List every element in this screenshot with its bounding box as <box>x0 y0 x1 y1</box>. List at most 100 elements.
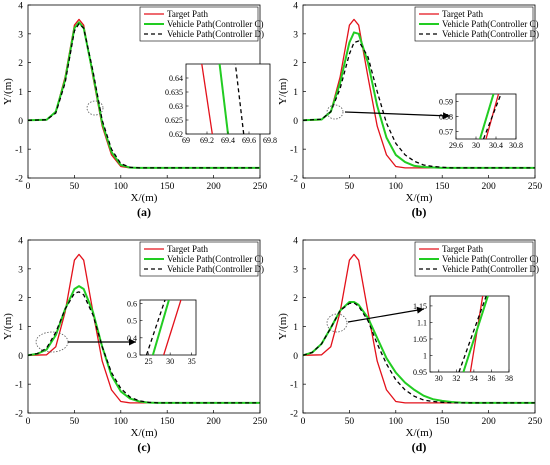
y-tick-label: 1 <box>18 323 23 333</box>
y-tick-label: -2 <box>290 175 298 185</box>
y-tick-label: 1 <box>293 323 298 333</box>
inset-series-line-controller-c <box>218 64 229 134</box>
legend-label: Vehicle Path(Controller D) <box>167 264 264 274</box>
inset-y-tick-label: 0.58 <box>439 113 453 122</box>
inset-x-tick-label: 32 <box>452 374 460 383</box>
series-line-controller-d <box>27 291 260 404</box>
legend-label: Vehicle Path(Controller D) <box>442 264 539 274</box>
x-tick-label: 250 <box>528 182 543 192</box>
inset-y-tick-label: 0.64 <box>169 74 183 83</box>
zoom-arrow <box>347 308 425 323</box>
inset-y-tick-label: 0.635 <box>165 88 183 97</box>
y-axis-label: Y/(m) <box>2 313 14 340</box>
zoom-inset: 29.6 30 30.4 30.8 0.57 0.58 0.59 <box>439 93 523 150</box>
series-line-controller-d <box>27 23 260 169</box>
y-tick-label: -1 <box>290 146 298 156</box>
x-axis-label: X/(m) <box>131 427 158 439</box>
y-tick-label: -1 <box>15 381 23 391</box>
y-tick-label: 1 <box>18 88 23 98</box>
inset-series-line-controller-d <box>145 300 166 355</box>
x-tick-label: 100 <box>389 417 404 427</box>
inset-series-line-target <box>201 64 213 134</box>
x-axis-label: X/(m) <box>406 192 433 204</box>
y-tick-label: -1 <box>290 381 298 391</box>
inset-y-tick-label: 0.57 <box>439 128 453 137</box>
inset-y-tick-label: 0.625 <box>165 116 183 125</box>
series-line-target <box>302 253 535 404</box>
panel-caption: (d) <box>412 440 427 454</box>
x-tick-label: 200 <box>206 182 221 192</box>
x-tick-label: 0 <box>26 417 31 427</box>
zoom-region-marker <box>326 104 344 120</box>
x-tick-label: 150 <box>160 182 175 192</box>
x-tick-label: 100 <box>114 417 129 427</box>
x-axis-label: X/(m) <box>131 192 158 204</box>
inset-y-tick-label: 0.59 <box>439 98 453 107</box>
zoom-arrow-head <box>442 112 450 120</box>
legend-label: Target Path <box>167 9 208 19</box>
inset-series-line-controller-c <box>479 94 495 139</box>
inset-x-tick-label: 25 <box>145 357 153 366</box>
y-tick-label: 2 <box>293 294 298 304</box>
inset-series-line-controller-c <box>462 296 489 372</box>
inset-x-tick-label: 36 <box>487 374 495 383</box>
y-tick-label: 4 <box>293 237 298 247</box>
inset-y-tick-label: 1 <box>423 351 427 360</box>
chart-panel-c: 0 50 100 150 200 250 -2 -1 0 1 2 3 4 X/(m) Y/(m) (c) Tar… <box>2 237 267 455</box>
x-tick-label: 200 <box>206 417 221 427</box>
inset-plot-area <box>139 299 197 356</box>
inset-y-tick-label: 0.3 <box>127 351 137 360</box>
inset-series-line-controller-d <box>234 64 245 134</box>
x-tick-label: 150 <box>435 417 450 427</box>
x-tick-label: 0 <box>301 182 306 192</box>
panel-caption: (a) <box>137 205 151 219</box>
inset-x-tick-label: 69.6 <box>242 136 256 145</box>
legend-label: Vehicle Path(Controller D) <box>167 29 264 39</box>
y-tick-label: 0 <box>18 117 23 127</box>
inset-series-line-controller-c <box>151 300 170 355</box>
y-tick-label: 2 <box>18 294 23 304</box>
y-tick-label: 1 <box>293 88 298 98</box>
inset-x-tick-label: 38 <box>505 374 513 383</box>
legend-label: Vehicle Path(Controller C) <box>442 254 538 264</box>
legend-label: Vehicle Path(Controller C) <box>167 254 263 264</box>
zoom-inset: 30 32 34 36 38 0.95 1 1.05 1.1 1.15 <box>413 295 513 383</box>
y-tick-label: -2 <box>15 410 23 420</box>
inset-y-tick-label: 1.1 <box>417 318 427 327</box>
inset-x-tick-label: 30 <box>166 357 174 366</box>
legend-label: Vehicle Path(Controller D) <box>442 29 539 39</box>
x-tick-label: 50 <box>345 417 355 427</box>
legend-label: Target Path <box>167 244 208 254</box>
inset-y-tick-label: 0.4 <box>127 334 137 343</box>
inset-y-tick-label: 1.05 <box>413 335 427 344</box>
y-axis-label: Y/(m) <box>2 78 14 105</box>
zoom-region-marker <box>86 100 104 116</box>
inset-series-line-controller-d <box>482 94 502 139</box>
inset-x-tick-label: 30 <box>472 141 480 150</box>
inset-x-tick-label: 69 <box>182 136 190 145</box>
y-tick-label: 4 <box>18 2 23 12</box>
y-tick-label: 3 <box>293 30 298 40</box>
series-line-controller-c <box>302 31 535 169</box>
inset-x-tick-label: 34 <box>470 374 478 383</box>
x-tick-label: 200 <box>481 182 496 192</box>
x-tick-label: 50 <box>70 417 80 427</box>
zoom-region-marker <box>326 313 348 333</box>
legend-label: Vehicle Path(Controller C) <box>442 19 538 29</box>
inset-plot-area <box>429 295 510 373</box>
series-line-controller-d <box>302 40 535 169</box>
inset-x-tick-label: 30 <box>435 374 443 383</box>
y-axis-label: Y/(m) <box>277 78 289 105</box>
y-tick-label: 3 <box>18 30 23 40</box>
x-tick-label: 100 <box>114 182 129 192</box>
inset-y-tick-label: 1.15 <box>413 302 427 311</box>
chart-panel-d: 0 50 100 150 200 250-2-101234X/(m)Y/(m)(d)Tar… <box>277 237 542 455</box>
y-tick-label: -2 <box>15 175 23 185</box>
panel-caption: (c) <box>137 440 150 454</box>
y-tick-label: -2 <box>290 410 298 420</box>
inset-y-tick-label: 0.95 <box>413 368 427 377</box>
